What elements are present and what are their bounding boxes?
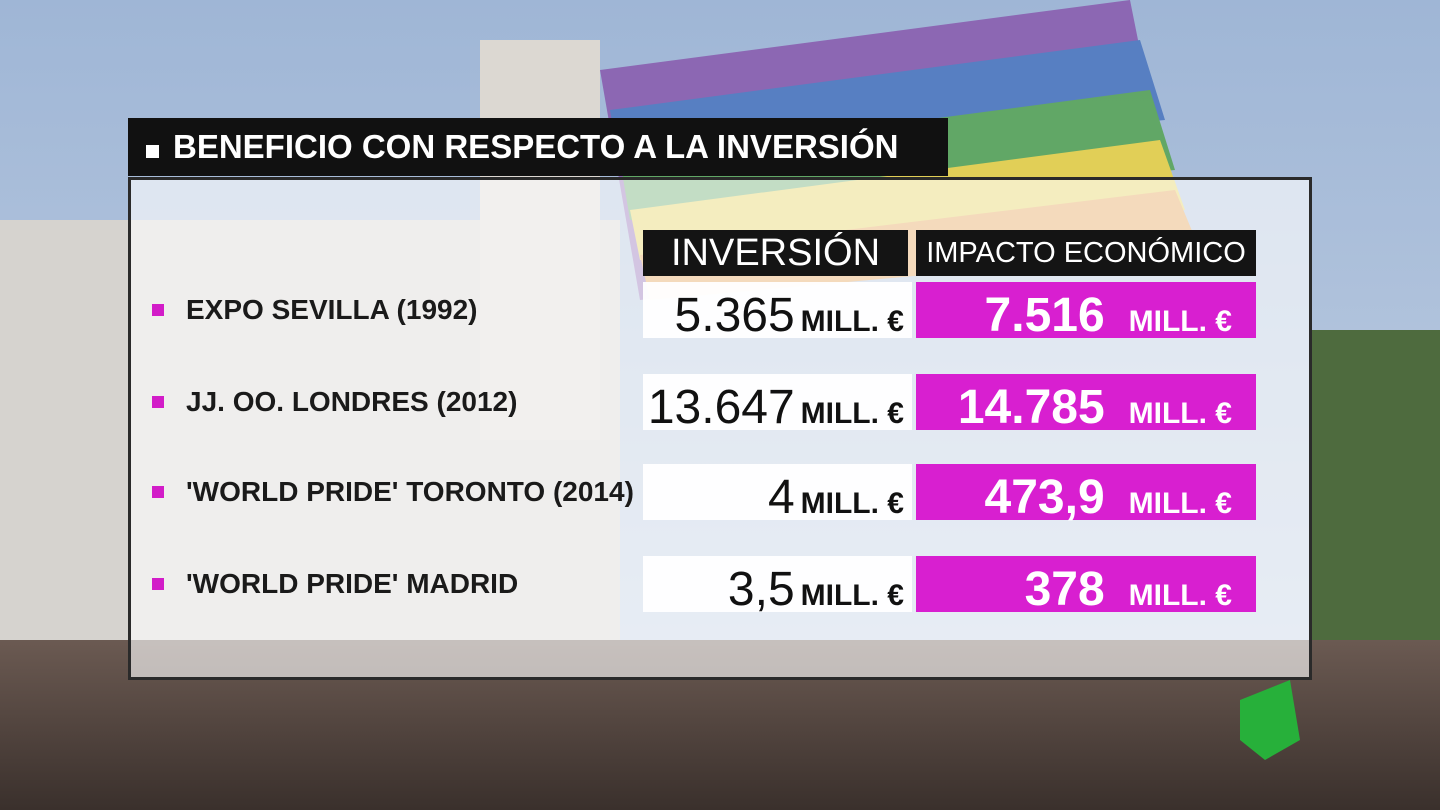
title: BENEFICIO CON RESPECTO A LA INVERSIÓN	[173, 128, 899, 165]
investment-unit: MILL. €	[800, 487, 904, 520]
impact-value: 378	[1024, 563, 1105, 616]
row-bullet	[152, 304, 164, 316]
row-name: EXPO SEVILLA (1992)	[186, 294, 478, 325]
investment-cell: 13.647 MILL. €	[643, 374, 912, 434]
investment-value: 4	[767, 471, 795, 524]
row-bullet	[152, 396, 164, 408]
title-bullet	[146, 144, 159, 158]
investment-value: 3,5	[727, 563, 795, 616]
row-name: JJ. OO. LONDRES (2012)	[186, 386, 518, 417]
row-label: JJ. OO. LONDRES (2012)	[152, 374, 517, 430]
row-label: EXPO SEVILLA (1992)	[152, 282, 478, 338]
impact-value: 7.516	[984, 289, 1105, 342]
impact-cell: 14.785 MILL. €	[916, 374, 1256, 434]
impact-cell: 473,9 MILL. €	[916, 464, 1256, 524]
investment-value: 5.365	[674, 289, 795, 342]
impact-unit: MILL. €	[1128, 579, 1232, 612]
impact-unit: MILL. €	[1128, 487, 1232, 520]
row-label: 'WORLD PRIDE' MADRID	[152, 556, 518, 612]
impact-value: 473,9	[984, 471, 1105, 524]
investment-unit: MILL. €	[800, 397, 904, 430]
investment-cell: 5.365 MILL. €	[643, 282, 912, 342]
column-header: INVERSIÓN	[643, 230, 908, 276]
row-bullet	[152, 486, 164, 498]
title-bar: BENEFICIO CON RESPECTO A LA INVERSIÓN	[128, 118, 948, 176]
impact-value: 14.785	[957, 381, 1105, 434]
row-label: 'WORLD PRIDE' TORONTO (2014)	[152, 464, 634, 520]
investment-unit: MILL. €	[800, 305, 904, 338]
row-name: 'WORLD PRIDE' MADRID	[186, 568, 519, 599]
impact-cell: 7.516 MILL. €	[916, 282, 1256, 342]
investment-value: 13.647	[647, 381, 795, 434]
investment-cell: 3,5 MILL. €	[643, 556, 912, 616]
investment-cell: 4 MILL. €	[643, 464, 912, 524]
impact-cell: 378 MILL. €	[916, 556, 1256, 616]
investment-unit: MILL. €	[800, 579, 904, 612]
row-name: 'WORLD PRIDE' TORONTO (2014)	[186, 476, 634, 507]
row-bullet	[152, 578, 164, 590]
impact-unit: MILL. €	[1128, 305, 1232, 338]
column-header: IMPACTO ECONÓMICO	[916, 230, 1256, 276]
impact-unit: MILL. €	[1128, 397, 1232, 430]
